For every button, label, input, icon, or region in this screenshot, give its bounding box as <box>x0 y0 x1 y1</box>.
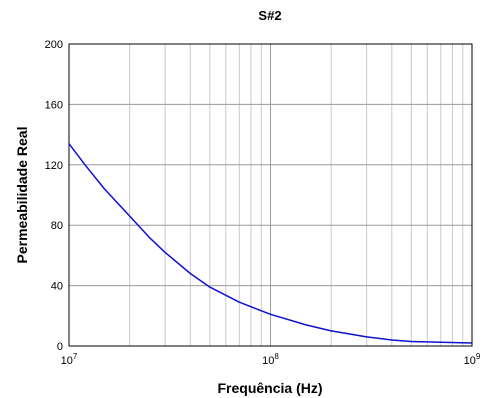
series-line-1 <box>68 143 473 344</box>
plot-frame <box>68 43 473 347</box>
y-tick-label: 200 <box>45 39 63 51</box>
x-tick-label: 108 <box>262 352 279 367</box>
y-tick-label: 160 <box>45 99 63 111</box>
y-tick-label: 40 <box>51 281 63 293</box>
x-gridlines <box>68 44 464 346</box>
y-tick-label: 0 <box>57 341 63 353</box>
y-axis-label: Permeabilidade Real <box>14 127 30 264</box>
chart-title: S#2 <box>258 8 281 23</box>
x-axis-label: Frequência (Hz) <box>217 380 322 396</box>
x-tick-label: 107 <box>61 352 78 367</box>
series-group <box>68 143 473 344</box>
y-tick-label: 80 <box>51 220 63 232</box>
x-tick-label: 109 <box>464 352 481 367</box>
y-tick-labels: 0 40 80 120 160 200 <box>45 39 63 353</box>
x-tick-labels: 107 108 109 <box>61 352 481 367</box>
y-tick-label: 120 <box>45 160 63 172</box>
